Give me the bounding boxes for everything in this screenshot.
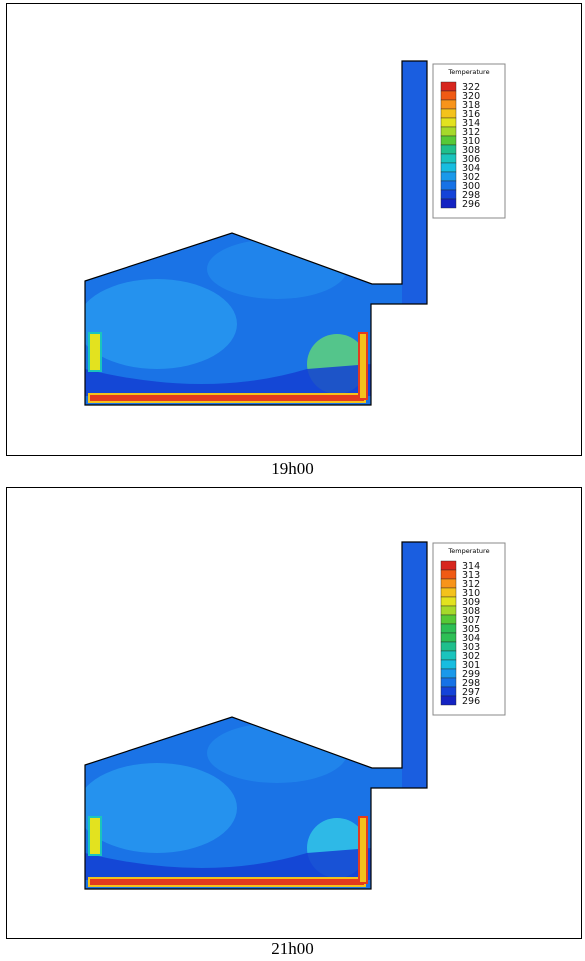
cool-band bbox=[85, 848, 371, 880]
legend-swatch bbox=[440, 605, 457, 616]
legend-label: 300 bbox=[462, 181, 480, 192]
warm-region-left bbox=[85, 279, 237, 369]
legend-swatch bbox=[440, 99, 457, 110]
legend-label: 301 bbox=[462, 660, 480, 671]
left-heater bbox=[88, 816, 102, 856]
temperature-contour-21h00: Temperature31431331231030930830730530430… bbox=[84, 541, 506, 890]
legend-label: 312 bbox=[462, 127, 480, 138]
legend-label: 308 bbox=[462, 145, 480, 156]
legend-label: 302 bbox=[462, 651, 480, 662]
legend-swatch bbox=[440, 171, 457, 182]
legend-swatch bbox=[440, 686, 457, 697]
legend-swatch bbox=[440, 659, 457, 670]
legend-label: 303 bbox=[462, 642, 480, 653]
legend-swatch bbox=[440, 569, 457, 580]
legend-swatch bbox=[440, 614, 457, 625]
legend-label: 308 bbox=[462, 606, 480, 617]
legend-swatch bbox=[440, 650, 457, 661]
legend-label: 296 bbox=[462, 696, 480, 707]
legend-swatch bbox=[440, 135, 457, 146]
legend-label: 307 bbox=[462, 615, 480, 626]
legend-swatch bbox=[440, 641, 457, 652]
legend-label: 320 bbox=[462, 91, 480, 102]
warm-region-top bbox=[207, 723, 347, 783]
legend-label: 304 bbox=[462, 163, 480, 174]
legend-label: 305 bbox=[462, 624, 480, 635]
warm-region-top bbox=[207, 239, 347, 299]
legend-label: 298 bbox=[462, 190, 480, 201]
legend-label: 314 bbox=[462, 118, 480, 129]
legend-swatch bbox=[440, 695, 457, 706]
legend-swatch bbox=[440, 668, 457, 679]
legend-swatch bbox=[440, 108, 457, 119]
building-outline bbox=[84, 541, 428, 890]
warm-region-left bbox=[85, 763, 237, 853]
legend-swatch bbox=[440, 596, 457, 607]
legend-label: 312 bbox=[462, 579, 480, 590]
legend-label: 313 bbox=[462, 570, 480, 581]
legend-label: 316 bbox=[462, 109, 480, 120]
legend-label: 299 bbox=[462, 669, 480, 680]
flow-field bbox=[85, 542, 427, 889]
legend-swatch bbox=[440, 81, 457, 92]
flow-field bbox=[85, 61, 427, 405]
caption-19h00: 19h00 bbox=[271, 459, 314, 478]
right-heater bbox=[358, 816, 368, 884]
figure-panel-21h00: Temperature 314 313 312 310 309 308 307 305 304 30… bbox=[6, 487, 582, 939]
right-heater bbox=[358, 332, 368, 400]
legend-swatch bbox=[440, 623, 457, 634]
legend-swatch bbox=[440, 587, 457, 598]
legend-swatch bbox=[440, 180, 457, 191]
legend-label: 297 bbox=[462, 687, 480, 698]
legend-title: Temperature bbox=[447, 547, 489, 555]
legend-label: 310 bbox=[462, 136, 480, 147]
floor-heater bbox=[88, 393, 366, 403]
legend-swatch bbox=[440, 162, 457, 173]
legend-label: 309 bbox=[462, 597, 480, 608]
legend-label: 296 bbox=[462, 199, 480, 210]
chimney-flow bbox=[402, 542, 427, 788]
legend-swatch bbox=[440, 632, 457, 643]
legend-label: 304 bbox=[462, 633, 480, 644]
legend-swatch bbox=[440, 198, 457, 209]
chimney-flow bbox=[402, 61, 427, 304]
legend-label: 314 bbox=[462, 561, 480, 572]
cool-band bbox=[85, 364, 371, 396]
legend-swatch bbox=[440, 144, 457, 155]
legend-swatch bbox=[440, 578, 457, 589]
legend-label: 310 bbox=[462, 588, 480, 599]
legend-swatch bbox=[440, 126, 457, 137]
legend-swatch bbox=[440, 153, 457, 164]
legend-swatch bbox=[440, 560, 457, 571]
legend-label: 298 bbox=[462, 678, 480, 689]
legend-label: 322 bbox=[462, 82, 480, 93]
legend-swatch bbox=[440, 117, 457, 128]
legend-title: Temperature bbox=[447, 68, 489, 76]
floor-heater bbox=[88, 877, 366, 887]
caption-21h00: 21h00 bbox=[271, 939, 314, 958]
figure-panel-19h00: Temperature 322 320 318 316 314 312 310 308 306 30… bbox=[6, 3, 582, 456]
legend-swatch bbox=[440, 189, 457, 200]
legend-label: 318 bbox=[462, 100, 480, 111]
legend-label: 302 bbox=[462, 172, 480, 183]
left-heater bbox=[88, 332, 102, 372]
legend-swatch bbox=[440, 90, 457, 101]
legend-label: 306 bbox=[462, 154, 480, 165]
temperature-contour-19h00: Temperature32232031831631431231030830630… bbox=[84, 60, 506, 406]
building-outline bbox=[84, 60, 428, 406]
legend-swatch bbox=[440, 677, 457, 688]
